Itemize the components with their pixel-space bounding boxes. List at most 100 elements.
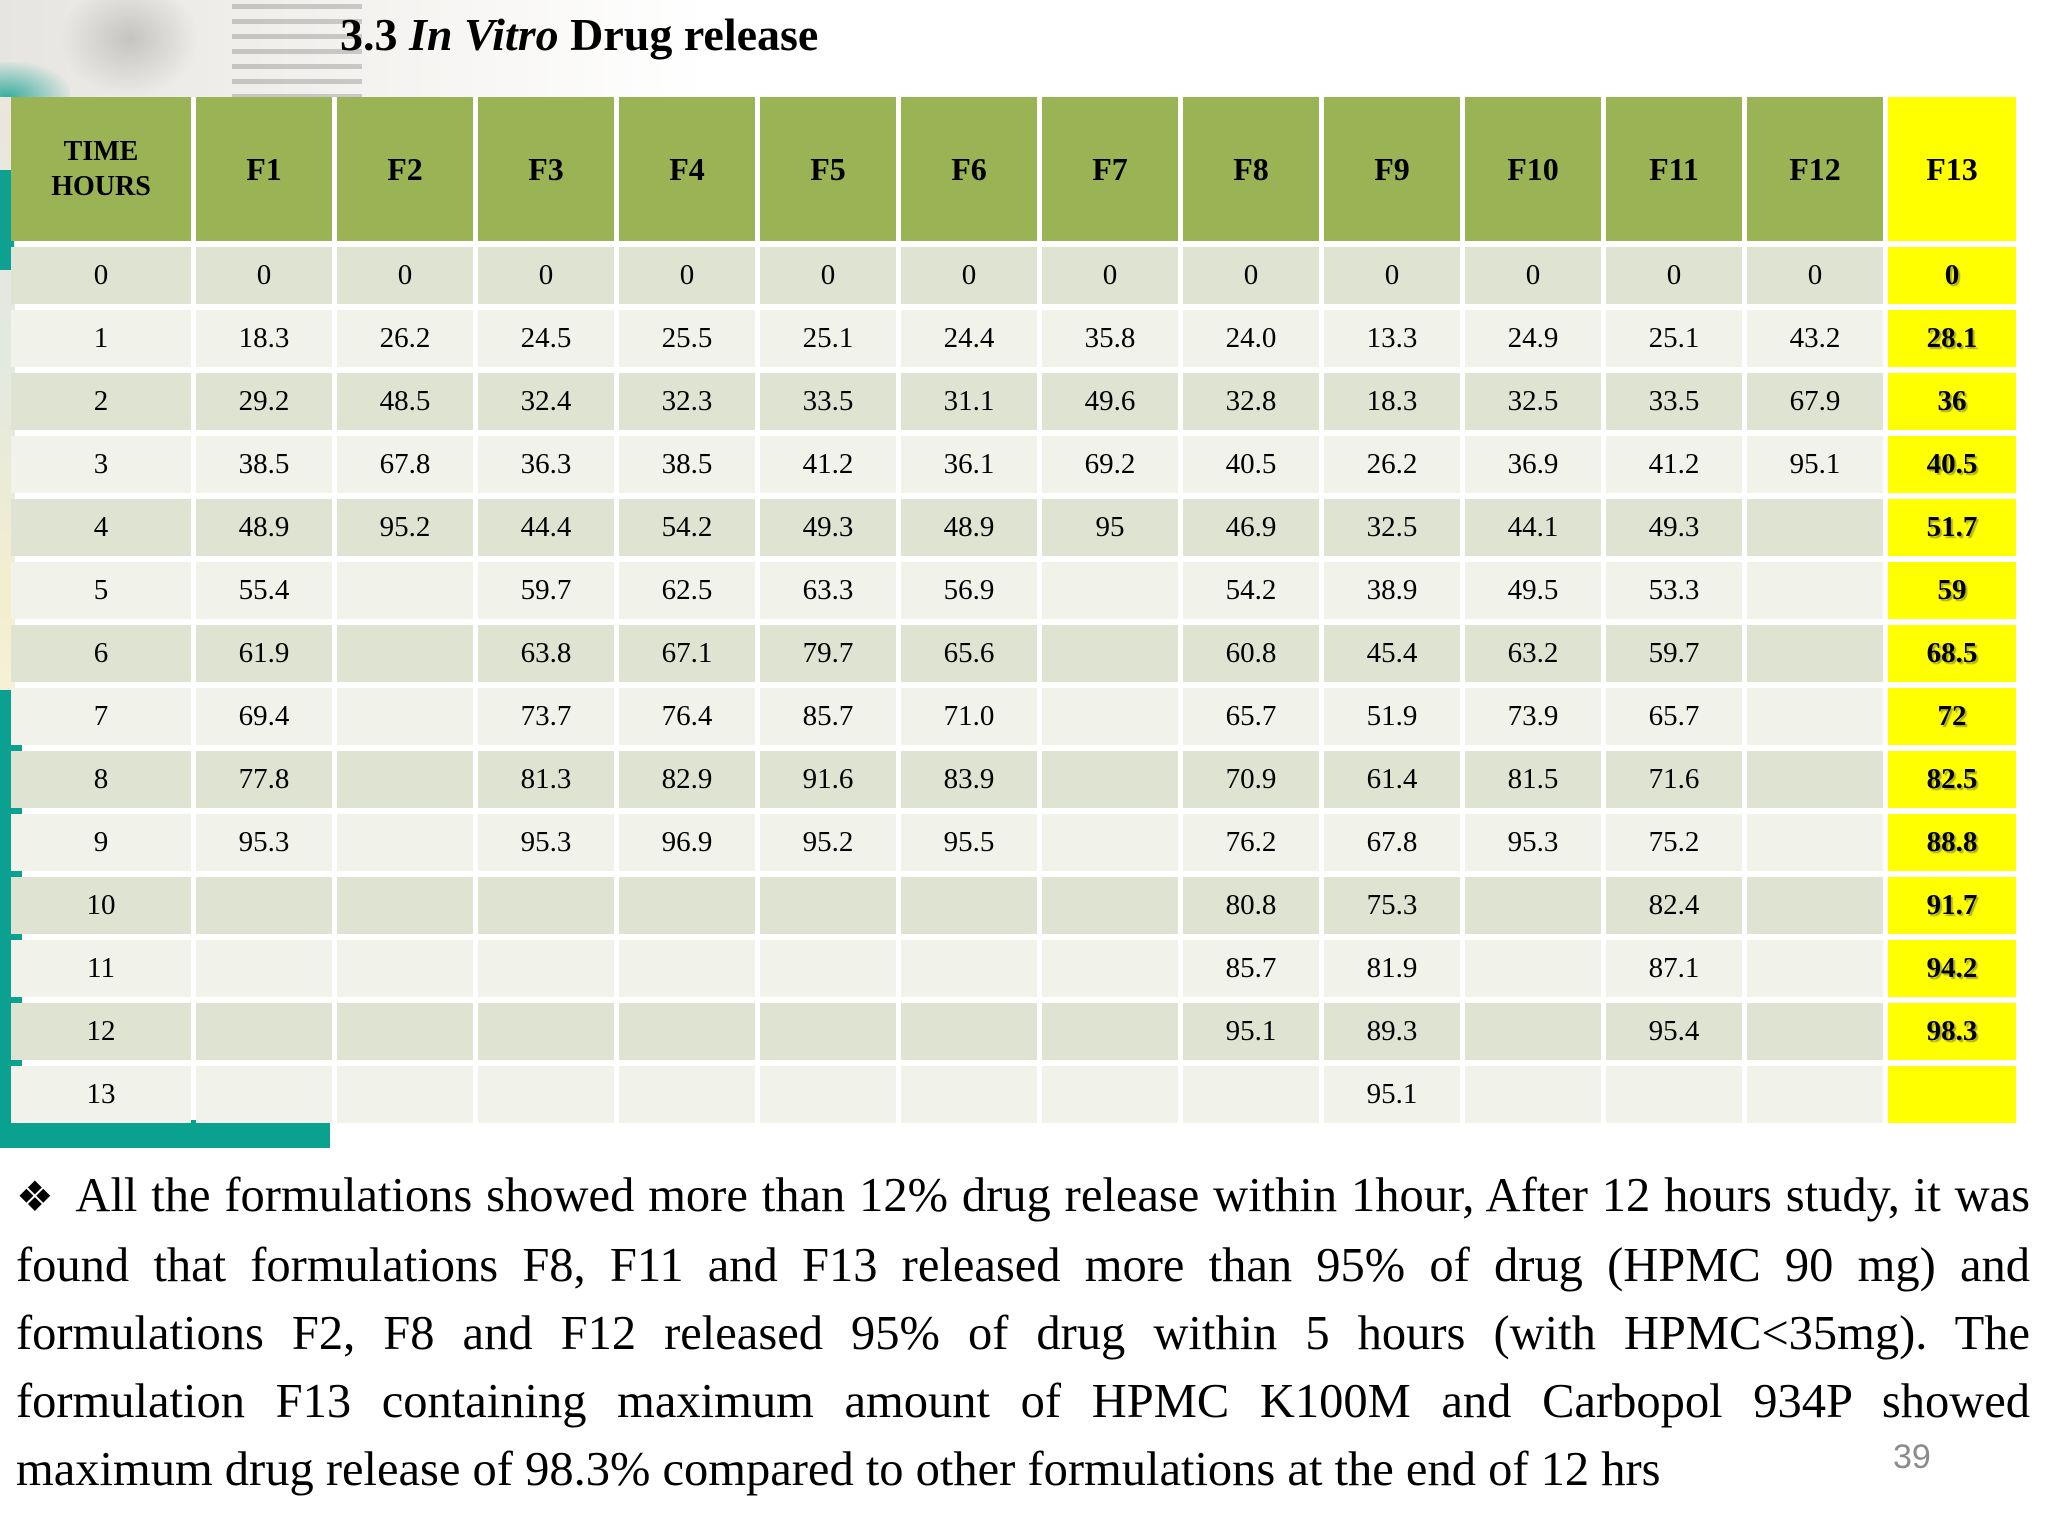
value-cell	[1042, 562, 1178, 619]
teal-accent-footer	[0, 1120, 330, 1148]
value-cell	[337, 688, 473, 745]
value-cell: 0	[1183, 247, 1319, 304]
value-cell: 36.3	[478, 436, 614, 493]
value-cell	[1606, 1066, 1742, 1123]
value-cell: 24.0	[1183, 310, 1319, 367]
value-cell	[337, 625, 473, 682]
value-cell	[901, 1003, 1037, 1060]
time-cell: 11	[11, 940, 191, 997]
value-cell	[478, 877, 614, 934]
value-cell: 65.7	[1606, 688, 1742, 745]
value-cell: 24.5	[478, 310, 614, 367]
value-cell: 54.2	[1183, 562, 1319, 619]
value-cell: 87.1	[1606, 940, 1742, 997]
value-cell: 36.1	[901, 436, 1037, 493]
value-cell: 95.3	[196, 814, 332, 871]
value-cell: 68.5	[1888, 625, 2016, 682]
value-cell	[337, 877, 473, 934]
value-cell: 85.7	[760, 688, 896, 745]
value-cell: 62.5	[619, 562, 755, 619]
value-cell: 0	[478, 247, 614, 304]
table-header-row: TIME HOURS F1 F2 F3 F4 F5 F6 F7 F8 F9 F10 F11 F12 F13	[11, 97, 2016, 241]
value-cell	[619, 877, 755, 934]
value-cell: 95.4	[1606, 1003, 1742, 1060]
column-header-f9: F9	[1324, 97, 1460, 241]
value-cell: 76.2	[1183, 814, 1319, 871]
value-cell: 95.1	[1747, 436, 1883, 493]
value-cell: 65.7	[1183, 688, 1319, 745]
time-hours-header: TIME HOURS	[11, 97, 191, 241]
column-header-f11: F11	[1606, 97, 1742, 241]
value-cell: 88.8	[1888, 814, 2016, 871]
table-row: 9 95.3 95.3 96.9 95.2 95.5 76.2 67.8 95.3 75.2 88.…	[11, 814, 2016, 871]
column-header-f8: F8	[1183, 97, 1319, 241]
value-cell: 83.9	[901, 751, 1037, 808]
value-cell	[1747, 1066, 1883, 1123]
value-cell: 67.8	[1324, 814, 1460, 871]
value-cell: 95.1	[1183, 1003, 1319, 1060]
value-cell: 36.9	[1465, 436, 1601, 493]
value-cell: 40.5	[1183, 436, 1319, 493]
value-cell: 65.6	[901, 625, 1037, 682]
value-cell	[196, 1003, 332, 1060]
value-cell	[760, 877, 896, 934]
value-cell: 70.9	[1183, 751, 1319, 808]
value-cell	[478, 1003, 614, 1060]
value-cell: 53.3	[1606, 562, 1742, 619]
value-cell: 49.5	[1465, 562, 1601, 619]
column-header-f13: F13	[1888, 97, 2016, 241]
value-cell: 18.3	[1324, 373, 1460, 430]
title-suffix: Drug release	[570, 9, 819, 60]
value-cell	[760, 1003, 896, 1060]
value-cell: 0	[760, 247, 896, 304]
value-cell: 91.7	[1888, 877, 2016, 934]
value-cell	[478, 1066, 614, 1123]
value-cell: 26.2	[337, 310, 473, 367]
value-cell: 32.3	[619, 373, 755, 430]
drug-release-table: TIME HOURS F1 F2 F3 F4 F5 F6 F7 F8 F9 F10 F11 F12 F13…	[6, 91, 2021, 1129]
value-cell: 95.2	[337, 499, 473, 556]
time-cell: 9	[11, 814, 191, 871]
value-cell	[337, 1066, 473, 1123]
value-cell: 91.6	[760, 751, 896, 808]
value-cell: 95.1	[1324, 1066, 1460, 1123]
value-cell: 29.2	[196, 373, 332, 430]
value-cell: 40.5	[1888, 436, 2016, 493]
table-row: 1 18.3 26.2 24.5 25.5 25.1 24.4 35.8 24.0 13.3 24.…	[11, 310, 2016, 367]
value-cell	[1747, 1003, 1883, 1060]
value-cell: 54.2	[619, 499, 755, 556]
value-cell	[337, 814, 473, 871]
value-cell	[337, 940, 473, 997]
slide-title: 3.3 In Vitro Drug release	[340, 8, 818, 61]
value-cell	[619, 1066, 755, 1123]
value-cell: 33.5	[760, 373, 896, 430]
time-cell: 8	[11, 751, 191, 808]
value-cell	[901, 1066, 1037, 1123]
value-cell: 55.4	[196, 562, 332, 619]
value-cell: 32.4	[478, 373, 614, 430]
value-cell	[337, 1003, 473, 1060]
value-cell: 67.1	[619, 625, 755, 682]
value-cell: 63.2	[1465, 625, 1601, 682]
value-cell: 59.7	[1606, 625, 1742, 682]
value-cell: 81.9	[1324, 940, 1460, 997]
value-cell: 24.4	[901, 310, 1037, 367]
photo-texture	[232, 4, 362, 97]
value-cell: 24.9	[1465, 310, 1601, 367]
value-cell: 60.8	[1183, 625, 1319, 682]
value-cell: 35.8	[1042, 310, 1178, 367]
value-cell: 0	[196, 247, 332, 304]
value-cell: 59	[1888, 562, 2016, 619]
value-cell	[1747, 499, 1883, 556]
value-cell: 49.6	[1042, 373, 1178, 430]
value-cell: 41.2	[1606, 436, 1742, 493]
value-cell: 13.3	[1324, 310, 1460, 367]
value-cell: 46.9	[1183, 499, 1319, 556]
teal-photo-fragment	[0, 62, 70, 97]
time-cell: 4	[11, 499, 191, 556]
column-header-f1: F1	[196, 97, 332, 241]
value-cell: 95	[1042, 499, 1178, 556]
value-cell: 38.5	[619, 436, 755, 493]
value-cell: 51.7	[1888, 499, 2016, 556]
time-cell: 12	[11, 1003, 191, 1060]
